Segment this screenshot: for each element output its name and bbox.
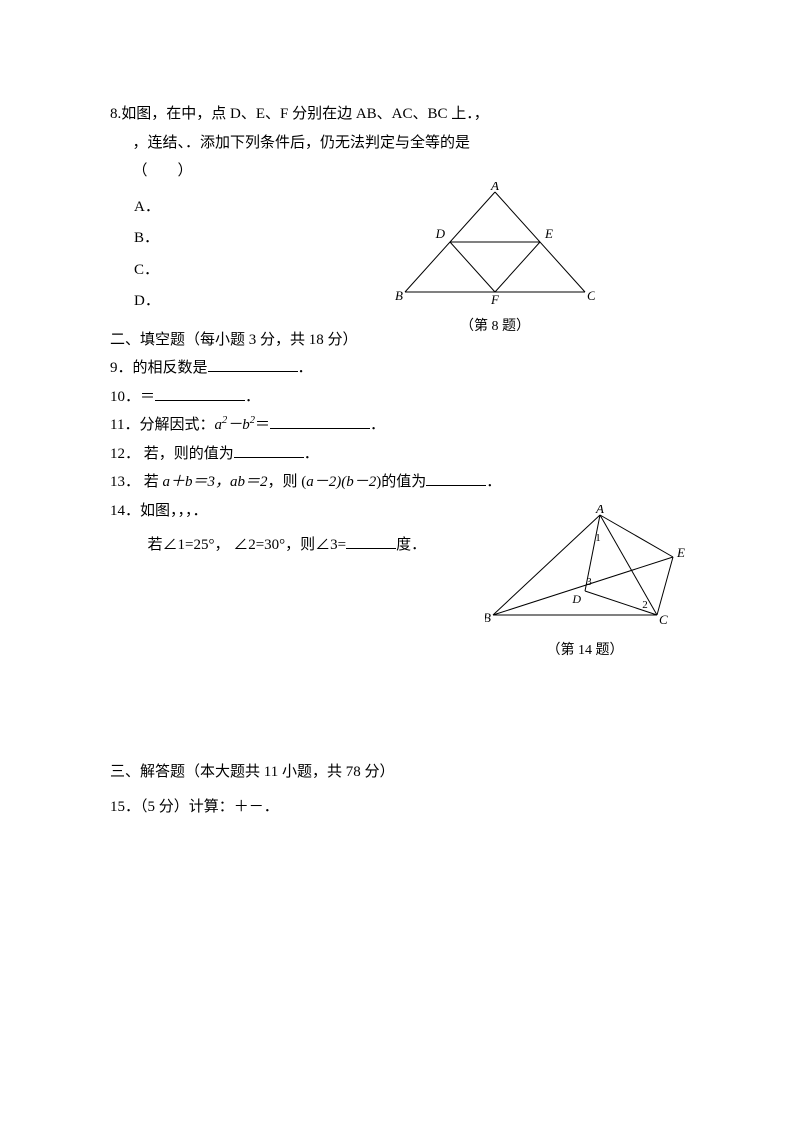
svg-text:3: 3: [586, 576, 592, 588]
question-8: 8.如图，在中，点 D、E、F 分别在边 AB、AC、BC 上．， ，连结、．添…: [110, 100, 690, 322]
question-9: 9．的相反数是．: [110, 354, 690, 383]
svg-text:D: D: [571, 592, 581, 606]
section-3-header: 三、解答题（本大题共 11 小题，共 78 分）: [110, 758, 690, 787]
q8-caption: （第 8 题）: [390, 314, 600, 341]
q14-blank: [346, 533, 396, 549]
question-13: 13． 若 a＋b＝3，ab＝2，则 (a－2)(b－2)的值为．: [110, 468, 690, 497]
question-14: 14．如图，，，． ABCDE123 （第 14 题） 若∠1=25°， ∠2=…: [110, 497, 690, 755]
q14-figure: A B C D E 1 2 3: [485, 505, 685, 627]
q13-blank: [426, 470, 486, 486]
q13-cond: a＋b＝3，ab＝2: [163, 474, 268, 490]
svg-text:A: A: [595, 505, 604, 516]
q11-expr: a2－b2: [214, 417, 255, 433]
svg-text:C: C: [659, 612, 668, 627]
q8-figure-wrap: A B C D E F （第 8 题）: [390, 182, 600, 341]
q8-figure: A B C D E F: [395, 182, 595, 304]
svg-text:A: A: [490, 182, 499, 193]
q8-line2: ，连结、．添加下列条件后，仍无法判定与全等的是: [110, 129, 690, 158]
svg-text:B: B: [485, 610, 491, 625]
svg-text:E: E: [544, 226, 553, 241]
svg-text:B: B: [395, 288, 403, 303]
q10-blank: [155, 385, 245, 401]
svg-text:E: E: [676, 545, 685, 560]
svg-text:D: D: [435, 226, 446, 241]
q13-expr: a－2)(b－2: [306, 474, 376, 490]
question-12: 12． 若，则的值为．: [110, 440, 690, 469]
svg-text:2: 2: [642, 599, 648, 611]
question-10: 10．＝．: [110, 383, 690, 412]
svg-text:F: F: [490, 292, 500, 304]
question-11: 11．分解因式：a2－b2＝．: [110, 411, 690, 440]
q8-line1: 8.如图，在中，点 D、E、F 分别在边 AB、AC、BC 上．，: [110, 100, 690, 129]
q14-figure-wrap: A B C D E 1 2 3 （第 14 题）: [480, 505, 690, 664]
q8-num: 8.: [110, 106, 121, 122]
svg-text:C: C: [587, 288, 595, 303]
q14-caption: （第 14 题）: [480, 638, 690, 665]
q11-blank: [270, 413, 370, 429]
q9-blank: [208, 356, 298, 372]
svg-text:1: 1: [595, 532, 601, 544]
q12-blank: [234, 442, 304, 458]
question-15: 15．（5 分）计算：＋－．: [110, 793, 690, 822]
